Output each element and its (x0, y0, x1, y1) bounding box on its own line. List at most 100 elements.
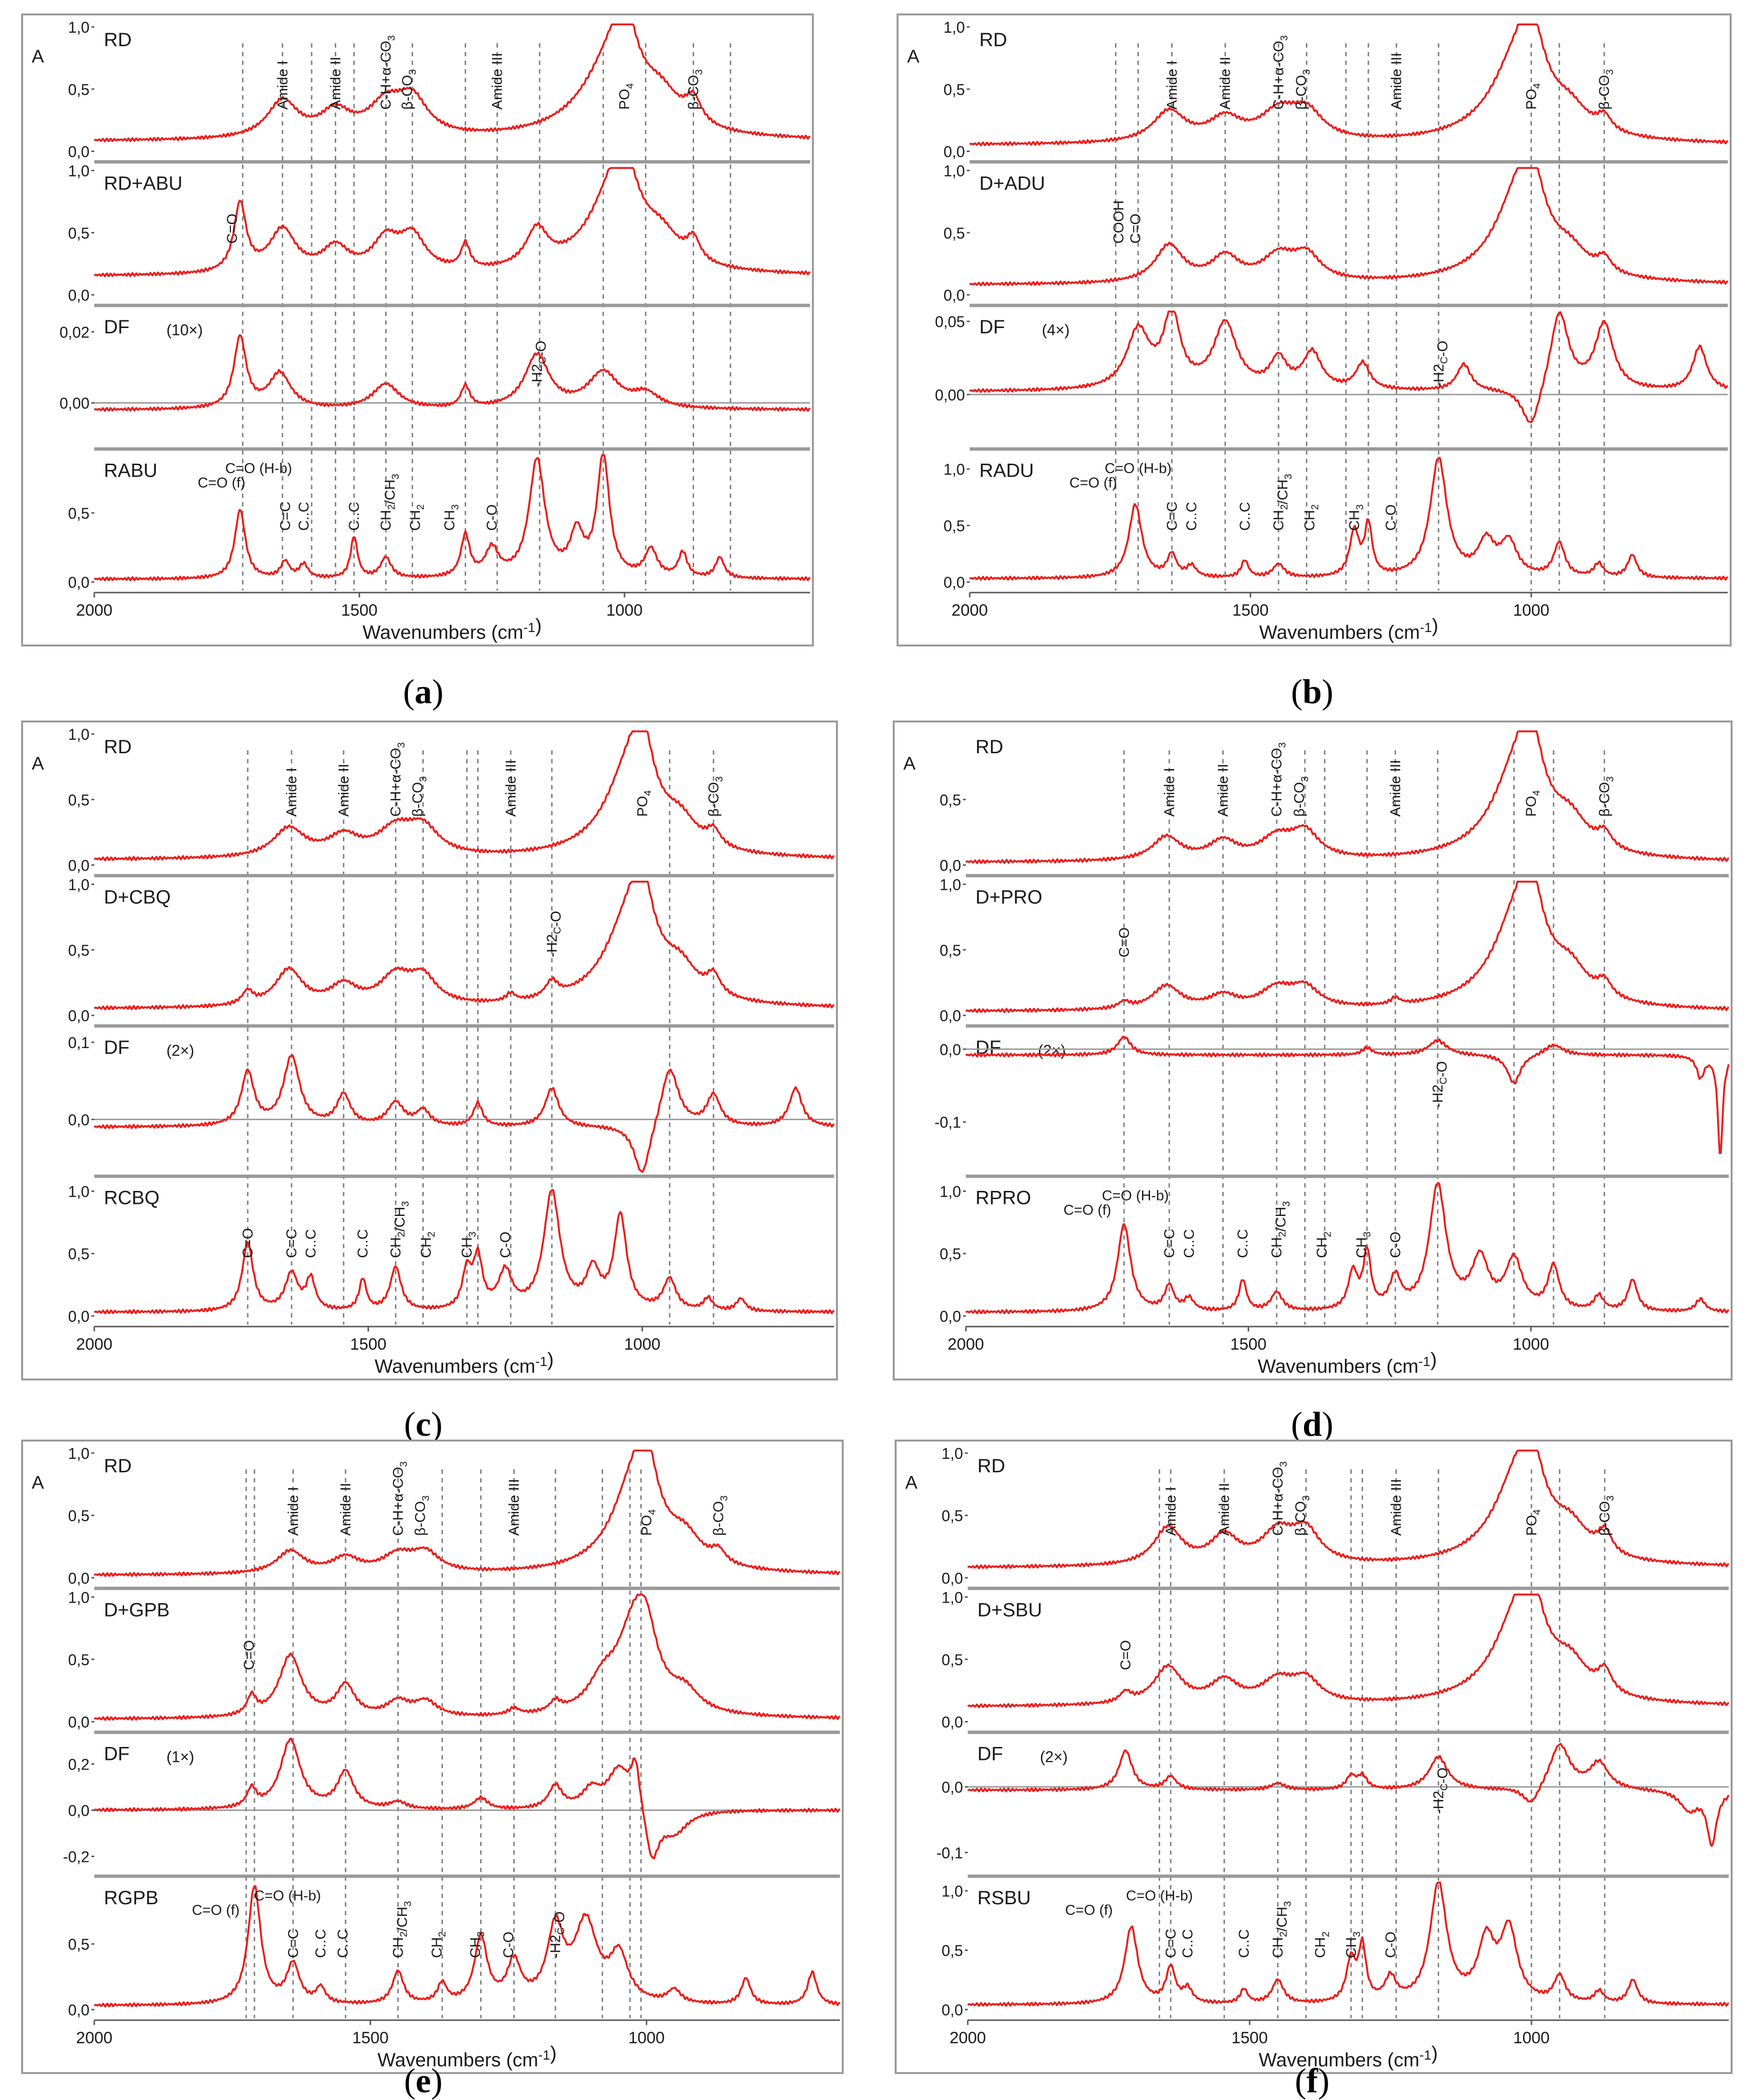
y-tick-label: 0,5 (944, 81, 965, 98)
band-label: CH3 (468, 1932, 486, 1958)
y-tick-label: 0,0 (944, 143, 965, 161)
band-label: C=O (f) (1065, 1902, 1113, 1918)
band-label: Amide II (1216, 1483, 1232, 1536)
band-label: CH2 (1314, 1231, 1333, 1258)
track-name: RD (104, 736, 132, 758)
spectrum-line-d-sbu (967, 1594, 1730, 1708)
band-label: β-CO3 (1292, 1495, 1311, 1536)
band-label: C=O (225, 214, 241, 244)
band-label: β-CO3 (1293, 69, 1312, 110)
track-name: D+GPB (104, 1599, 170, 1620)
x-tick-label: 2000 (76, 1335, 113, 1354)
spectrum-line-df (93, 1054, 835, 1173)
band-label: C-H+α-CO3 (390, 1461, 409, 1536)
x-axis-label: Wavenumbers (cm-1) (1259, 615, 1438, 643)
spectrum-line-rd-abu (93, 167, 811, 278)
y-tick-label: 1,0 (68, 19, 89, 36)
y-tick-label: 0,0 (68, 143, 89, 161)
track-name: RD (979, 29, 1007, 51)
y-axis-label: A (32, 47, 44, 67)
band-label: C..C (296, 502, 312, 531)
band-label: C=O (f) (1063, 1202, 1111, 1218)
band-label: CH2 (407, 504, 426, 531)
track-df: DF (4×) 0,05 0,00 -H2C-O (935, 304, 1729, 423)
y-axis-label: A (32, 1473, 44, 1493)
track-name: D+PRO (975, 887, 1042, 908)
spectrum-line-rpro (965, 1182, 1730, 1315)
track-name: RGPB (104, 1887, 158, 1909)
y-tick-label: 0,1 (68, 1034, 89, 1051)
x-tick-label: 2000 (76, 2029, 113, 2047)
band-label: C=O (241, 1640, 257, 1670)
panel-frame (895, 1440, 1733, 2074)
spectrum-line-df (969, 310, 1729, 423)
band-label: CH2/CH3 (390, 1901, 413, 1958)
band-label: CH3 (1347, 504, 1366, 531)
band-label: β-CO3 (686, 69, 705, 110)
band-label: β-CO3 (1597, 776, 1616, 817)
spectrum-line-df (93, 334, 811, 412)
track-scale: (2×) (1038, 1042, 1066, 1059)
y-tick-label: 0,0 (940, 1308, 961, 1325)
y-tick-label: 0,5 (942, 1942, 963, 1960)
band-label: C=O (1127, 214, 1143, 244)
y-tick-label: 0,02 (60, 324, 89, 341)
band-label: CH2 (1312, 1932, 1331, 1958)
spectrum-line-df (93, 1737, 841, 1860)
y-tick-label: 0,5 (942, 1651, 963, 1669)
y-tick-label: 1,0 (942, 1445, 963, 1462)
y-tick-label: 1,0 (68, 1445, 89, 1462)
band-label: -H2C-O (1431, 341, 1451, 387)
band-label: C=O (f) (198, 475, 245, 491)
panel-frame (21, 13, 814, 646)
x-tick-label: 1500 (350, 1335, 387, 1354)
band-label: -H2C-O (544, 911, 564, 958)
spectrum-line-d-cbq (93, 881, 835, 1011)
x-tick-label: 1500 (341, 601, 378, 620)
band-label: C=O (H-b) (1126, 1888, 1193, 1904)
track-name: D+ADU (979, 173, 1045, 194)
band-label: C..C (1181, 1229, 1197, 1258)
band-label: C-O (1383, 1932, 1399, 1958)
band-label: C-O (1383, 505, 1399, 531)
spectrum-line-rcbq (93, 1189, 835, 1315)
y-tick-label: 0,00 (935, 386, 965, 404)
y-tick-label: 1,0 (940, 1183, 961, 1200)
track-rgpb: RGPB 0,5 0,0 C=O (H-b) C=O (f) C=C C..C C..C CH2… (68, 1874, 841, 2019)
band-label: CH3 (459, 1231, 478, 1258)
y-tick-label: -0,1 (935, 1114, 961, 1131)
track-scale: (2×) (166, 1042, 194, 1059)
band-label: C..C (1184, 502, 1200, 531)
band-label: Amide III (1389, 1479, 1405, 1536)
band-label: C=C (1162, 1229, 1177, 1258)
band-label: C-H+α-CO3 (1271, 35, 1290, 110)
band-label: Amide I (1162, 768, 1177, 817)
band-label: C-O (484, 505, 500, 531)
y-tick-label: 0,5 (68, 505, 89, 522)
panel-caption: (f) (1295, 2062, 1329, 2100)
band-label: β-CO3 (412, 1495, 431, 1536)
y-tick-label: 0,0 (944, 287, 965, 304)
band-label: Amide I (1164, 61, 1180, 110)
band-label: COOH (1111, 201, 1127, 244)
track-df: DF (2×) 0,1 0,0 (68, 1024, 835, 1173)
band-label: C-H+α-CO3 (1269, 742, 1288, 817)
track-d-gpb: D+GPB 1,0 0,5 0,0 C=O (68, 1586, 841, 1731)
track-name: RPRO (975, 1188, 1031, 1209)
band-label: C=O (H-b) (254, 1888, 321, 1904)
band-label: CH3 (442, 504, 460, 531)
x-tick-label: 1000 (1513, 1335, 1549, 1354)
spectrum-line-radu (969, 456, 1729, 581)
y-tick-label: 0,0 (68, 287, 89, 304)
band-label: C..C (346, 502, 362, 531)
y-tick-label: 1,0 (68, 876, 89, 894)
band-label: β-CO3 (710, 1495, 729, 1536)
y-tick-label: 0,0 (942, 1714, 963, 1731)
spectrum-line-df (967, 1743, 1730, 1847)
x-tick-label: 1000 (1513, 2029, 1550, 2047)
